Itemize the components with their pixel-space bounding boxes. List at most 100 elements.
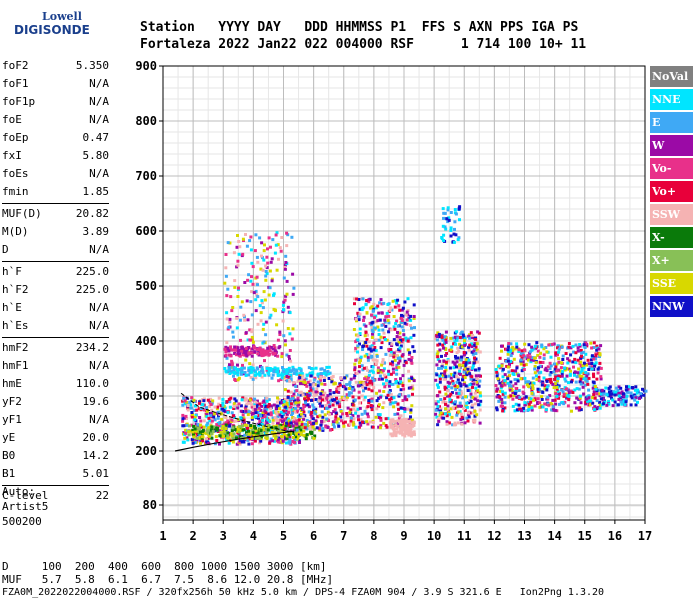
y-tick-label: 700 (135, 169, 157, 183)
y-tick-label: 900 (135, 59, 157, 73)
x-tick-label: 4 (250, 529, 257, 543)
scaled-parameters-panel: foF2 5.350 foF1 N/A foF1p N/A foE N/A foEp 0.47 fx… (2, 57, 109, 505)
legend-item-e: E (650, 112, 693, 133)
param-value: N/A (89, 359, 109, 372)
param-name: hmF1 (2, 359, 29, 372)
param-row-yf2: yF2 19.6 (2, 393, 109, 411)
param-value: N/A (89, 77, 109, 90)
param-name: hmF2 (2, 341, 29, 354)
file-info-line: FZA0M_2022022004000.RSF / 320fx256h 50 k… (2, 587, 605, 598)
x-tick-label: 17 (638, 529, 652, 543)
legend-item-x-: X- (650, 227, 693, 248)
param-name: foEs (2, 167, 29, 180)
param-name: foF1p (2, 95, 36, 108)
param-value: 5.350 (75, 59, 109, 72)
param-value: 5.01 (82, 467, 110, 480)
param-value: N/A (89, 413, 109, 426)
param-row-clevel: C-level 22 (2, 487, 109, 505)
param-name: yF2 (2, 395, 22, 408)
logo-line1: Lowell (42, 10, 82, 23)
x-tick-label: 10 (427, 529, 441, 543)
param-name: h`F2 (2, 283, 29, 296)
param-name: h`Es (2, 319, 29, 332)
param-value: N/A (89, 113, 109, 126)
y-tick-label: 80 (143, 498, 157, 512)
param-value: N/A (89, 167, 109, 180)
param-row-fmin: fmin 1.85 (2, 183, 109, 201)
legend-item-ssw: SSW (650, 204, 693, 225)
param-name: h`F (2, 265, 22, 278)
param-value: 19.6 (82, 395, 110, 408)
legend-item-nne: NNE (650, 89, 693, 110)
param-row-fof1: foF1 N/A (2, 75, 109, 93)
param-row-fof1p: foF1p N/A (2, 93, 109, 111)
param-row-foes: foEs N/A (2, 165, 109, 183)
param-separator (2, 485, 109, 486)
param-name: yF1 (2, 413, 22, 426)
x-tick-label: 12 (487, 529, 501, 543)
y-tick-label: 200 (135, 444, 157, 458)
header-values-line: Fortaleza 2022 Jan22 022 004000 RSF 1 71… (140, 37, 587, 52)
x-tick-label: 14 (547, 529, 561, 543)
virtual-height-trace (174, 430, 295, 452)
param-name: fxI (2, 149, 22, 162)
param-value: 5.80 (82, 149, 110, 162)
param-name: foEp (2, 131, 29, 144)
param-value: 225.0 (75, 265, 109, 278)
param-name: hmE (2, 377, 22, 390)
param-name: M(D) (2, 225, 29, 238)
auto-label: Auto: (2, 485, 36, 498)
param-separator (2, 337, 109, 338)
param-value: 14.2 (82, 449, 110, 462)
param-row-foep: foEp 0.47 (2, 129, 109, 147)
legend-item-vo-: Vo- (650, 158, 693, 179)
param-row-fxi: fxI 5.80 (2, 147, 109, 165)
y-tick-label: 500 (135, 279, 157, 293)
param-name: h`E (2, 301, 22, 314)
param-value: 225.0 (75, 283, 109, 296)
param-value: N/A (89, 243, 109, 256)
x-tick-label: 13 (517, 529, 531, 543)
real-height-profile (180, 392, 295, 433)
param-separator (2, 203, 109, 204)
x-tick-label: 7 (340, 529, 347, 543)
legend-item-nnw: NNW (650, 296, 693, 317)
param-row-hes: h`Es N/A (2, 317, 109, 335)
x-tick-label: 6 (310, 529, 317, 543)
x-tick-label: 1 (159, 529, 166, 543)
y-tick-label: 300 (135, 389, 157, 403)
param-name: C-level (2, 489, 49, 502)
param-row-b1: B1 5.01 (2, 465, 109, 483)
param-row-hf2: h`F2 225.0 (2, 281, 109, 299)
param-value: 0.47 (82, 131, 110, 144)
artist-version: Artist5 (2, 500, 49, 513)
polarization-legend: NoVal NNE E W Vo- Vo+ SSW X- X+ SSE NNW (650, 66, 693, 319)
param-row-hmf1: hmF1 N/A (2, 357, 109, 375)
param-row-ye: yE 20.0 (2, 429, 109, 447)
legend-item-noval: NoVal (650, 66, 693, 87)
y-tick-label: 400 (135, 334, 157, 348)
param-value: 1.85 (82, 185, 110, 198)
x-tick-label: 11 (457, 529, 471, 543)
param-row-md: M(D) 3.89 (2, 223, 109, 241)
param-value: N/A (89, 95, 109, 108)
x-tick-label: 3 (220, 529, 227, 543)
y-tick-label: 800 (135, 114, 157, 128)
param-name: foF2 (2, 59, 29, 72)
param-value: 20.0 (82, 431, 110, 444)
x-tick-label: 8 (370, 529, 377, 543)
legend-item-w: W (650, 135, 693, 156)
param-value: N/A (89, 301, 109, 314)
x-tick-label: 9 (400, 529, 407, 543)
artist-code: 500200 (2, 515, 42, 528)
param-row-b0: B0 14.2 (2, 447, 109, 465)
param-name: MUF(D) (2, 207, 42, 220)
param-row-d: D N/A (2, 241, 109, 259)
x-tick-label: 15 (578, 529, 592, 543)
param-name: B1 (2, 467, 16, 480)
x-tick-label: 2 (190, 529, 197, 543)
muf-scale-line: MUF 5.7 5.8 6.1 6.7 7.5 8.6 12.0 20.8 [M… (2, 573, 334, 586)
param-row-hmf2: hmF2 234.2 (2, 339, 109, 357)
param-row-hf: h`F 225.0 (2, 263, 109, 281)
